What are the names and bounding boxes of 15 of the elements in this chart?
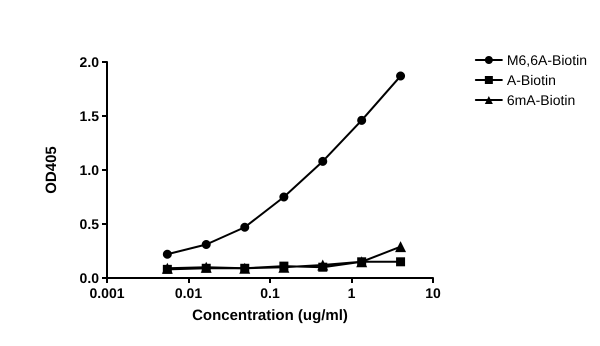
y-axis-title: OD405: [43, 146, 60, 194]
y-tick-label: 1.5: [80, 108, 100, 124]
x-tick-label: 1: [348, 285, 356, 301]
legend-label: M6,6A-Biotin: [506, 52, 588, 68]
y-tick-label: 0.5: [80, 216, 100, 232]
legend-label: A-Biotin: [506, 72, 556, 88]
y-tick-label: 1.0: [80, 162, 100, 178]
y-tick-label: 2.0: [80, 54, 100, 70]
x-tick-label: 0.01: [174, 285, 202, 301]
x-tick-label: 0.001: [89, 285, 125, 301]
x-tick-label: 0.1: [260, 285, 280, 301]
x-tick-label: 10: [425, 285, 441, 301]
legend-label: 6mA-Biotin: [506, 92, 576, 108]
x-axis-title: Concentration (ug/ml): [192, 307, 348, 324]
y-tick-label: 0.0: [80, 270, 100, 286]
